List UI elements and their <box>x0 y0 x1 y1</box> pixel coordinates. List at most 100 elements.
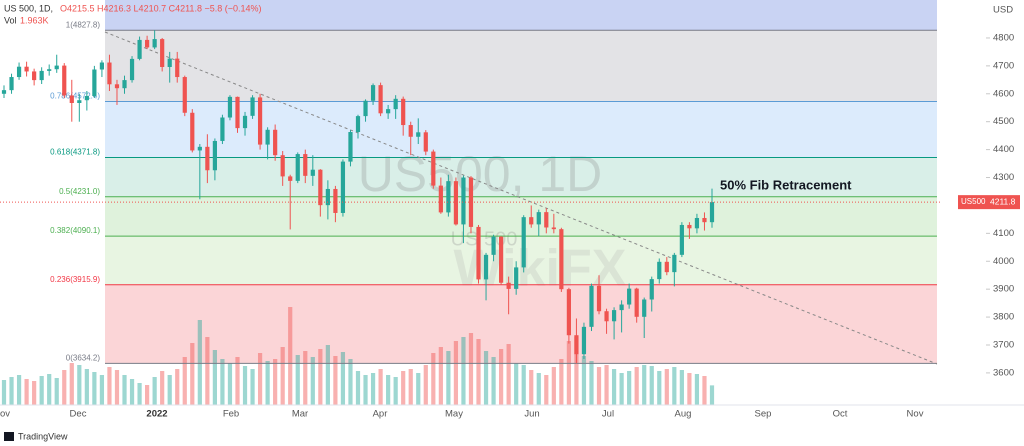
volume-bar <box>303 351 308 405</box>
volume-bar <box>114 370 120 405</box>
volume-bar <box>423 365 428 405</box>
y-tick-label: 4300 <box>993 172 1014 183</box>
candle-body <box>627 288 632 305</box>
volume-bar <box>657 371 662 405</box>
volume-bar <box>137 383 142 405</box>
volume-bar <box>702 376 707 405</box>
candle-body <box>461 177 466 225</box>
volume-bar <box>589 361 594 405</box>
candle-body <box>107 62 112 85</box>
volume-bar <box>54 378 59 405</box>
candle-body <box>250 97 255 116</box>
fib-label: 0(3634.2) <box>66 353 101 362</box>
y-tick-label: 4700 <box>993 60 1014 71</box>
volume-bar <box>24 379 29 405</box>
candle-body <box>401 98 406 126</box>
volume-bar <box>378 369 383 405</box>
x-tick-label: Apr <box>373 409 388 420</box>
candle-body <box>506 282 511 289</box>
ohlc: O4215.5 H4216.3 L4210.7 C4211.8 −5.8 (−0… <box>60 3 262 13</box>
volume-bar <box>604 365 609 405</box>
volume-bar <box>212 350 217 405</box>
x-tick-label: ov <box>0 409 10 420</box>
volume-bar <box>506 344 511 405</box>
volume-bar <box>182 357 187 405</box>
candle-body <box>604 311 609 322</box>
volume-bar <box>325 345 330 405</box>
candle-body <box>280 155 285 177</box>
candle-body <box>476 226 481 280</box>
volume-bar <box>672 367 677 405</box>
candle-body <box>491 236 496 255</box>
volume-bar <box>205 337 210 405</box>
volume-bar <box>175 369 180 405</box>
candle-body <box>423 132 428 152</box>
candle-body <box>273 129 278 156</box>
fib-label: 0.236(3915.9) <box>50 275 100 284</box>
x-tick-label: Jul <box>602 409 614 420</box>
candle-body <box>453 181 459 225</box>
candle-layer <box>0 30 958 364</box>
fib-levels: 1(4827.8) 0.786(4572.4) 0.618(4371.8) 0.5(4… <box>50 20 937 364</box>
volume-bar <box>167 375 172 405</box>
candle-body <box>39 70 44 81</box>
candle-body <box>190 112 195 151</box>
candle-body <box>363 100 368 117</box>
volume-bar <box>47 374 52 405</box>
volume-bar <box>340 352 346 405</box>
y-tick-label: 3700 <box>993 340 1014 351</box>
volume-bar <box>310 357 315 405</box>
volume-bar <box>257 353 263 405</box>
volume-bar <box>152 377 157 405</box>
candle-body <box>499 236 504 283</box>
candle-body <box>235 96 240 129</box>
candle-body <box>446 181 451 213</box>
x-tick-label: Jun <box>524 409 539 420</box>
volume-bar <box>596 367 602 405</box>
volume-bar <box>265 361 270 405</box>
volume-bar <box>544 375 549 405</box>
vol-label: Vol <box>4 15 17 25</box>
y-tick-label: 4100 <box>993 228 1014 239</box>
candle-body <box>355 116 361 133</box>
volume-bar <box>679 370 684 405</box>
fib-label: 0.618(4371.8) <box>50 148 100 157</box>
volume-bar <box>694 374 700 405</box>
candle-body <box>544 212 549 228</box>
volume-bar <box>16 375 22 405</box>
candle-body <box>77 100 82 103</box>
y-tick-label: 4000 <box>993 256 1014 267</box>
candle-body <box>175 58 180 78</box>
volume-bar <box>393 377 398 405</box>
volume-bar <box>363 375 368 405</box>
y-tick-label: 4600 <box>993 88 1014 99</box>
volume-bar <box>627 371 632 405</box>
volume-layer <box>1 307 715 405</box>
candle-body <box>581 326 587 355</box>
volume-bar <box>642 365 647 405</box>
volume-bar <box>220 359 225 405</box>
volume-bar <box>92 372 97 405</box>
candle-body <box>9 77 14 91</box>
candle-body <box>408 125 413 137</box>
volume-bar <box>649 366 654 405</box>
volume-bar <box>69 363 74 405</box>
candle-body <box>303 154 308 176</box>
price-tag-value: 4211.8 <box>990 196 1016 206</box>
candle-body <box>205 146 210 171</box>
y-tick-label: 3600 <box>993 367 1014 378</box>
price-tag-bg <box>958 195 1020 210</box>
volume-bar <box>559 359 564 405</box>
candle-body <box>672 254 677 273</box>
x-tick-label: Dec <box>70 409 87 420</box>
candle-body <box>679 224 684 255</box>
volume-bar <box>574 337 579 405</box>
watermark: US500, 1D <box>358 146 603 202</box>
volume-bar <box>250 369 255 405</box>
candle-body <box>694 217 700 229</box>
volume-bar <box>355 371 361 405</box>
volume-bar <box>197 320 202 405</box>
candle-body <box>619 304 624 311</box>
candle-body <box>310 169 315 176</box>
